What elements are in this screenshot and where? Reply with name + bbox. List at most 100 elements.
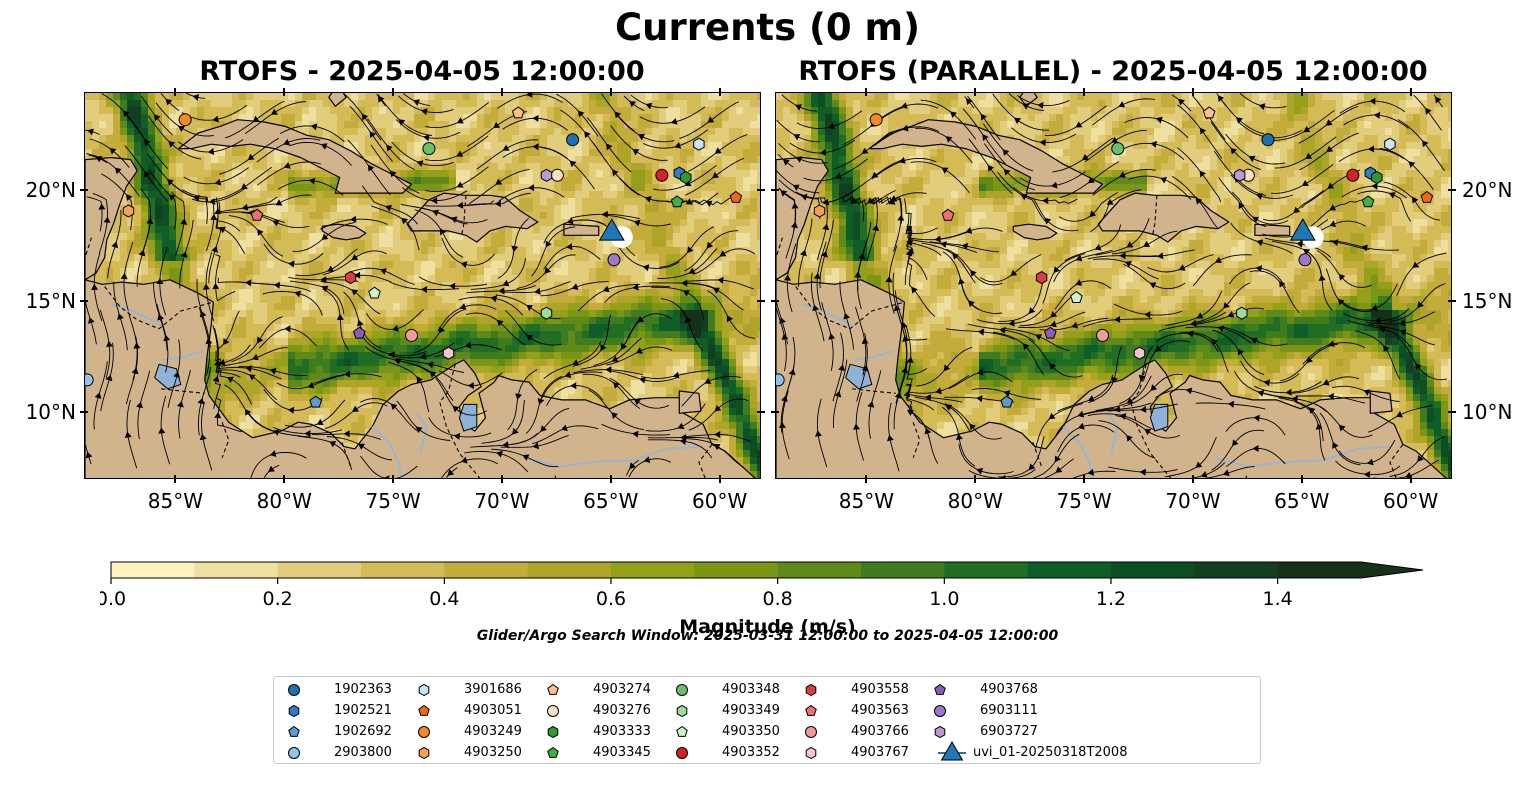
legend-marker-1902363	[288, 684, 300, 696]
legend-symbol	[418, 704, 430, 716]
platform-marker-4903352	[1346, 168, 1360, 182]
lat-tick-label-rtofs: 10°N	[25, 400, 76, 425]
legend-label: 4903249	[464, 724, 522, 739]
platform-marker-4903345	[1361, 195, 1375, 208]
platform-marker-4903766	[1096, 328, 1110, 342]
legend-label: 4903766	[851, 724, 909, 739]
legend-symbol	[676, 704, 688, 718]
streamlines	[85, 93, 755, 478]
legend-label: 4903350	[722, 724, 780, 739]
legend-symbol	[805, 746, 817, 760]
colorbar-tick-label: 0.6	[596, 588, 626, 610]
legend-symbol	[547, 705, 559, 717]
legend-symbol	[288, 725, 300, 737]
colorbar-segment	[611, 562, 695, 578]
platform-marker-uvi_01-20250318T2008	[1289, 218, 1316, 241]
platform-marker-4903558	[344, 271, 357, 285]
colorbar-segment	[527, 562, 612, 578]
colorbar-outline	[110, 561, 1424, 579]
legend-symbol	[547, 725, 559, 739]
lon-tick-label-rtofs-parallel: 85°W	[838, 489, 895, 513]
legend-symbol	[288, 747, 300, 759]
platform-marker-4903333	[680, 170, 692, 185]
legend-symbol	[547, 746, 559, 758]
legend-marker-1902521	[288, 704, 300, 718]
legend-marker-1902692	[288, 725, 300, 737]
lon-tick-mark	[974, 88, 977, 96]
colorbar-segment	[277, 562, 362, 578]
colorbar-tick-label: 0.0	[100, 588, 126, 610]
legend-label: 6903111	[980, 703, 1038, 718]
platform-marker-1902692	[309, 395, 323, 408]
legend-label: 2903800	[334, 745, 392, 760]
colorbar-segment	[777, 562, 862, 578]
platform-marker-4903276	[550, 168, 564, 182]
legend-symbol	[288, 684, 300, 696]
platform-marker-4903768	[353, 326, 366, 339]
legend-symbol	[805, 726, 817, 738]
legend-marker-4903345	[547, 746, 559, 758]
lat-tick-label-rtofs: 15°N	[25, 289, 76, 314]
platform-marker-4903767	[1133, 346, 1146, 360]
lon-tick-mark	[865, 88, 868, 96]
platform-marker-4903051	[1420, 190, 1434, 203]
colorbar-segment	[1194, 562, 1279, 578]
legend-label: 4903349	[722, 703, 780, 718]
lon-tick-mark	[500, 475, 503, 483]
legend-marker-4903051	[418, 704, 430, 716]
platform-marker-4903348	[422, 142, 436, 156]
lat-tick-mark	[80, 300, 88, 303]
platform-marker-1902363	[566, 133, 580, 147]
legend-marker-4903350	[676, 725, 688, 737]
lon-tick-mark	[609, 88, 612, 96]
colorbar-segment	[1111, 562, 1195, 578]
legend-label: 4903352	[722, 745, 780, 760]
lon-tick-mark	[1083, 475, 1086, 483]
platform-marker-2903800	[85, 373, 94, 387]
colorbar-tick-label: 1.4	[1263, 588, 1293, 610]
platform-marker-4903249	[178, 113, 192, 127]
platform-marker-4903274	[511, 106, 525, 119]
legend-marker-4903276	[547, 705, 559, 717]
colorbar-tick-label: 0.8	[763, 588, 793, 610]
legend-marker-4903352	[676, 747, 688, 759]
legend-label: 4903768	[980, 682, 1038, 697]
map-panel-rtofs[interactable]	[84, 92, 761, 479]
legend-label: 4903767	[851, 745, 909, 760]
colorbar-label: Magnitude (m/s)	[679, 616, 856, 638]
lon-tick-mark	[865, 475, 868, 483]
colorbar-tick-label: 0.4	[429, 588, 459, 610]
lat-tick-mark	[1448, 188, 1456, 191]
colorbar-tick-label: 1.0	[929, 588, 959, 610]
legend-label: 4903250	[464, 745, 522, 760]
lat-tick-mark	[771, 188, 779, 191]
lat-tick-label-rtofs: 20°N	[25, 177, 76, 202]
panel-title-rtofs-parallel: RTOFS (PARALLEL) - 2025-04-05 12:00:00	[798, 56, 1428, 87]
lat-tick-mark	[771, 411, 779, 414]
platform-marker-6903111	[1298, 253, 1312, 267]
colorbar-segment	[1027, 562, 1112, 578]
figure-title: Currents (0 m)	[614, 6, 920, 49]
map-panel-rtofs-parallel[interactable]	[775, 92, 1452, 479]
lon-tick-mark	[718, 475, 721, 483]
lon-tick-mark	[974, 475, 977, 483]
lon-tick-label-rtofs: 85°W	[147, 489, 204, 513]
legend-label: 1902692	[334, 724, 392, 739]
platform-marker-6903727	[540, 168, 553, 182]
legend-label: 1902521	[334, 703, 392, 718]
legend-label: 4903051	[464, 703, 522, 718]
platform-marker-4903767	[442, 346, 455, 360]
colorbar-segment	[944, 562, 1029, 578]
legend-symbol	[805, 704, 817, 716]
lon-tick-mark	[174, 88, 177, 96]
lat-tick-label-rtofs-parallel: 10°N	[1462, 400, 1513, 425]
legend-marker-4903563	[805, 704, 817, 716]
lon-tick-mark	[609, 475, 612, 483]
lon-tick-label-rtofs: 65°W	[583, 489, 639, 513]
platform-marker-1902363	[1261, 133, 1275, 147]
lon-tick-mark	[283, 88, 286, 96]
legend-label: 4903563	[851, 703, 909, 718]
lon-tick-mark	[1191, 88, 1194, 96]
platform-marker-4903563	[250, 208, 264, 221]
lon-tick-mark	[392, 475, 395, 483]
